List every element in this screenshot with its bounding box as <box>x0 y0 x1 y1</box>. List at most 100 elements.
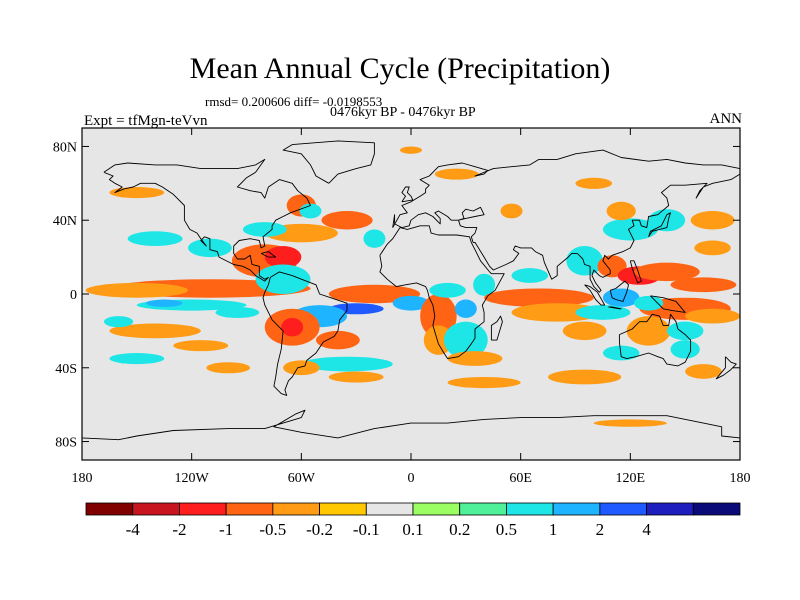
anomaly-region <box>633 295 664 311</box>
colorbar-label: -0.2 <box>306 520 333 539</box>
colorbar-label: 4 <box>642 520 651 539</box>
anomaly-region <box>670 340 700 359</box>
anomaly-region <box>109 323 201 339</box>
coastline <box>82 409 740 441</box>
anomaly-region <box>434 168 479 180</box>
colorbar-swatch <box>272 502 320 516</box>
colorbar-swatch <box>365 502 414 516</box>
coastline <box>584 284 606 306</box>
anomaly-region <box>511 268 549 283</box>
anomaly-region <box>321 211 373 230</box>
season-label: ANN <box>709 111 743 127</box>
figure-title: Mean Annual Cycle (Precipitation) <box>189 52 611 85</box>
anomaly-region <box>429 282 466 298</box>
colorbar-label: 0.5 <box>496 520 517 539</box>
anomaly-region <box>283 360 320 376</box>
coastline <box>490 315 503 341</box>
coastline <box>379 225 505 360</box>
anomaly-region <box>593 419 667 427</box>
colorbar-swatch <box>506 502 554 516</box>
anomaly-region <box>454 299 477 318</box>
anomaly-region <box>666 321 704 341</box>
map-axes: 180 120W 60W 0 60E 120E 180 80N 40N 0 40S 80S <box>53 128 751 486</box>
coastline <box>262 271 348 396</box>
coastline <box>401 186 414 203</box>
x-tick-label: 0 <box>408 471 415 486</box>
coastline <box>282 140 375 184</box>
colorbar-label: -4 <box>126 520 141 539</box>
colorbar-label: -2 <box>172 520 186 539</box>
y-tick-label: 0 <box>70 288 77 303</box>
anomaly-region <box>85 282 189 298</box>
colorbar-swatch <box>692 502 741 516</box>
anomaly-region <box>473 273 496 296</box>
colorbar-label: -1 <box>219 520 233 539</box>
anomaly-region <box>602 218 658 241</box>
anomaly-region <box>685 308 740 324</box>
anomaly-region <box>670 277 737 293</box>
anomaly-region <box>281 317 304 337</box>
anomaly-region <box>103 316 134 328</box>
anomaly-region <box>626 316 671 346</box>
colorbar-label: 0.1 <box>402 520 423 539</box>
anomaly-region <box>597 255 627 278</box>
y-tick-label: 40N <box>53 214 77 229</box>
colorbar-swatch <box>412 502 461 516</box>
coastline <box>608 306 622 310</box>
anomaly-region <box>109 187 165 199</box>
x-tick-label: 180 <box>72 471 93 486</box>
anomaly-region <box>127 231 183 247</box>
anomaly-region <box>575 177 613 189</box>
x-tick-label: 60W <box>288 471 316 486</box>
anomaly-region <box>566 246 603 276</box>
anomaly-region <box>242 222 287 237</box>
anomaly-region <box>363 229 386 248</box>
y-tick-label: 80S <box>55 436 77 451</box>
anomaly-region <box>420 294 457 339</box>
anomaly-region <box>392 295 430 311</box>
anomaly-region <box>423 325 454 355</box>
anomaly-region <box>173 340 229 352</box>
coastline <box>715 356 737 380</box>
coastline <box>650 295 686 313</box>
colorbar-label: -0.1 <box>353 520 380 539</box>
anomaly-region <box>400 146 422 154</box>
coastline <box>392 173 740 293</box>
coastline <box>629 260 642 284</box>
coastline <box>103 158 311 282</box>
coastline <box>618 313 692 367</box>
colorbar-swatch <box>319 502 367 516</box>
anomaly-region <box>206 362 251 374</box>
anomaly-region <box>606 201 636 221</box>
y-tick-label: 40S <box>55 362 77 377</box>
anomaly-region <box>255 264 311 294</box>
anomaly-region <box>109 353 165 365</box>
anomaly-region <box>690 211 735 230</box>
coastline <box>609 280 629 302</box>
anomaly-region <box>264 246 302 269</box>
x-tick-label: 120E <box>616 471 646 486</box>
anomaly-region <box>602 288 640 307</box>
colorbar-swatch <box>132 502 180 516</box>
anomaly-region <box>500 203 523 219</box>
anomaly-region <box>447 377 521 389</box>
anomaly-region <box>548 369 622 385</box>
anomaly-region <box>633 262 700 282</box>
colorbar-swatch <box>85 502 134 516</box>
experiment-label: Expt = tfMgn-teVvn <box>84 113 208 129</box>
anomaly-region <box>315 330 360 350</box>
colorbar-label: -0.5 <box>259 520 286 539</box>
y-tick-label: 80N <box>53 140 77 155</box>
coastlines <box>82 140 740 441</box>
coastline <box>392 149 740 228</box>
anomaly-region <box>575 305 631 320</box>
anomaly-region <box>511 303 603 322</box>
colorbar: -4 -2 -1 -0.5 -0.2 -0.1 0.1 0.2 0.5 1 2 4 <box>85 502 741 539</box>
anomaly-region <box>685 364 722 379</box>
colorbar-swatch <box>599 502 647 516</box>
coastline <box>260 251 277 258</box>
colorbar-label: 1 <box>549 520 558 539</box>
anomaly-region <box>694 240 731 256</box>
colorbar-label: 2 <box>596 520 605 539</box>
